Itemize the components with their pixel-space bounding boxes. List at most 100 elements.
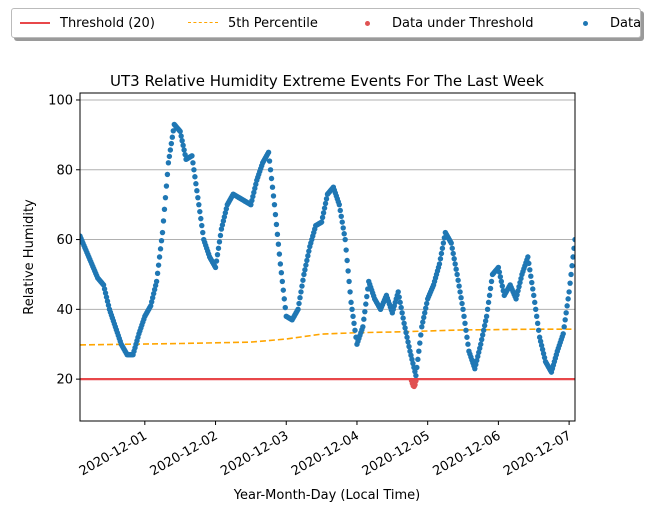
- data-trace-point: [105, 302, 112, 308]
- data-trace-point: [477, 345, 483, 352]
- data-trace-point: [452, 261, 458, 267]
- data-trace-point: [412, 368, 418, 375]
- data-trace-point: [297, 295, 303, 301]
- data-trace-point: [190, 160, 196, 166]
- data-trace-point: [340, 225, 346, 231]
- data-trace-point: [535, 327, 542, 333]
- data-trace-point: [349, 306, 355, 313]
- data-trace-point: [158, 238, 165, 244]
- data-trace-point: [344, 257, 350, 264]
- data-trace-point: [450, 250, 456, 257]
- data-point: [165, 160, 172, 166]
- data-trace-point: [252, 185, 258, 192]
- data-point: [436, 261, 443, 267]
- data-point: [407, 348, 413, 354]
- data-point: [513, 296, 519, 302]
- data-point: [153, 278, 160, 285]
- x-axis-label: Year-Month-Day (Local Time): [233, 488, 420, 503]
- legend-label-threshold: Threshold (20): [60, 15, 155, 31]
- x-tick-label: 2020-12-07: [501, 428, 574, 479]
- data-trace-point: [420, 319, 426, 325]
- data-trace-point: [341, 231, 347, 237]
- data-point: [448, 240, 454, 246]
- data-trace-point: [486, 292, 493, 299]
- data-trace-point: [364, 293, 370, 300]
- data-trace-point: [456, 283, 462, 289]
- data-trace-point: [564, 303, 570, 309]
- data-trace-point: [527, 267, 533, 273]
- data-trace-point: [193, 181, 199, 187]
- data-trace-point: [223, 206, 230, 212]
- data-point: [395, 289, 401, 295]
- data-trace-point: [459, 300, 465, 307]
- data-trace-point: [398, 304, 404, 311]
- x-tick-label: 2020-12-03: [218, 428, 291, 479]
- data-point: [460, 306, 466, 313]
- data-trace-point: [476, 349, 482, 356]
- data-trace-point: [462, 320, 468, 326]
- data-trace-point: [273, 221, 280, 228]
- data-trace-point: [482, 318, 489, 324]
- data-point: [271, 201, 278, 208]
- data-trace-point: [267, 167, 274, 173]
- data-trace-point: [222, 210, 229, 216]
- data-trace-point: [540, 350, 547, 357]
- data-trace-point: [399, 310, 405, 316]
- data-trace-point: [322, 200, 329, 207]
- data-trace-point: [339, 219, 345, 225]
- data-point: [495, 264, 502, 271]
- data-trace-point: [198, 215, 204, 222]
- data-trace-point: [178, 133, 184, 139]
- data-trace-point: [214, 251, 221, 258]
- legend-item-data-under-threshold: Data under Threshold: [350, 9, 533, 37]
- data-trace-point: [404, 334, 410, 340]
- data-trace-point: [479, 332, 486, 338]
- data-trace-point: [220, 218, 227, 224]
- data-trace-point: [438, 250, 445, 257]
- data-point: [265, 149, 272, 156]
- legend-swatch-5th-percentile: [186, 17, 220, 29]
- data-trace-point: [422, 310, 428, 316]
- data-trace-point: [498, 278, 505, 285]
- y-tick-label: 40: [56, 303, 73, 318]
- data-point: [525, 254, 531, 260]
- data-point: [189, 153, 195, 159]
- data-trace-point: [213, 258, 220, 264]
- data-trace-point: [528, 273, 534, 279]
- data-trace-point: [410, 360, 416, 367]
- legend-label-5th-percentile: 5th Percentile: [228, 15, 318, 31]
- y-tick-label: 100: [48, 93, 73, 108]
- data-trace-point: [352, 327, 358, 333]
- data-trace-point: [192, 174, 198, 180]
- plot-frame: [79, 92, 576, 422]
- data-trace-point: [437, 256, 444, 262]
- y-tick-label: 80: [56, 163, 73, 178]
- data-trace-point: [403, 329, 409, 336]
- data-trace-point: [526, 260, 532, 267]
- data-trace-point: [298, 289, 304, 295]
- plot-series: [80, 121, 575, 390]
- data-trace-point: [455, 277, 461, 283]
- data-trace-point: [517, 279, 523, 286]
- data-trace-point: [179, 137, 185, 144]
- grid-lines: [80, 99, 575, 380]
- data-trace-point: [280, 287, 287, 293]
- legend-swatch-data: [568, 17, 602, 29]
- data-trace-point: [475, 353, 481, 360]
- data-trace-point: [149, 295, 156, 301]
- data-trace-point: [274, 231, 281, 238]
- data-point: [212, 264, 219, 271]
- data-trace-point: [516, 283, 522, 290]
- data-trace-point: [303, 262, 309, 268]
- y-tick-label: 20: [56, 373, 73, 388]
- data-trace-point: [196, 201, 202, 208]
- data-trace-point: [514, 292, 520, 298]
- data-trace-point: [440, 240, 447, 246]
- data-trace-point: [157, 246, 164, 252]
- data-trace-point: [530, 286, 536, 292]
- data-trace-point: [281, 296, 287, 302]
- data-trace-point: [194, 188, 200, 194]
- data-trace-point: [484, 306, 491, 313]
- data-trace-point: [266, 158, 273, 164]
- data-point: [419, 324, 425, 330]
